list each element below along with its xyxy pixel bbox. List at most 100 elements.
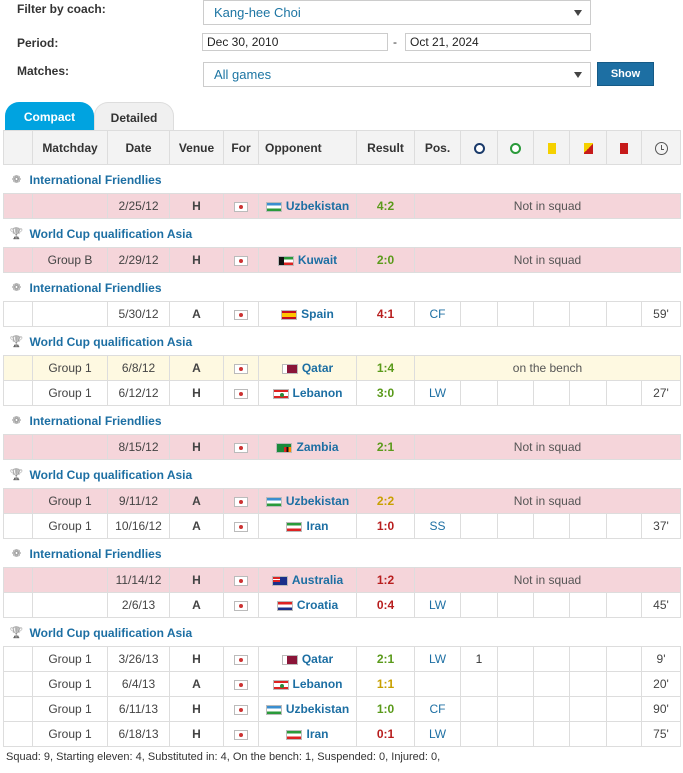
tab-detailed[interactable]: Detailed [94, 102, 174, 130]
competition-name[interactable]: World Cup qualification Asia [29, 625, 193, 640]
period-to-input[interactable]: Oct 21, 2024 [405, 33, 591, 51]
result-link[interactable]: 1:0 [376, 702, 395, 716]
red-cards-cell [606, 380, 642, 406]
show-button[interactable]: Show [597, 62, 654, 86]
date-cell[interactable]: 10/16/12 [107, 513, 170, 539]
match-row[interactable]: Group 1 9/11/12 A Uzbekistan 2:2 Not in squad [3, 488, 681, 514]
match-row[interactable]: 5/30/12 A Spain 4:1 CF 59' [3, 301, 681, 327]
result-link[interactable]: 1:2 [376, 573, 395, 587]
opponent-link[interactable]: Uzbekistan [285, 494, 350, 508]
assists-cell [497, 671, 534, 697]
opponent-link[interactable]: Croatia [296, 598, 339, 612]
matches-select[interactable]: All games [203, 62, 591, 87]
competition-name[interactable]: World Cup qualification Asia [29, 334, 193, 349]
result-link[interactable]: 4:2 [376, 199, 395, 213]
competition-name[interactable]: World Cup qualification Asia [29, 467, 193, 482]
opponent-link[interactable]: Zambia [296, 440, 339, 454]
date-cell[interactable]: 8/15/12 [107, 434, 170, 460]
match-row[interactable]: Group 1 6/4/13 A Lebanon 1:1 20' [3, 671, 681, 697]
competition-name[interactable]: International Friendlies [29, 546, 162, 561]
date-cell[interactable]: 6/8/12 [107, 355, 170, 381]
venue-cell: A [169, 355, 224, 381]
match-row[interactable]: 11/14/12 H Australia 1:2 Not in squad [3, 567, 681, 593]
header-yellow[interactable] [533, 130, 570, 165]
header-date[interactable]: Date [107, 130, 170, 165]
opponent-link[interactable]: Spain [301, 307, 334, 321]
date-cell[interactable]: 2/29/12 [107, 247, 170, 273]
date-cell[interactable]: 6/11/13 [107, 696, 170, 722]
match-row[interactable]: 2/25/12 H Uzbekistan 4:2 Not in squad [3, 193, 681, 219]
uzb-flag-icon [265, 496, 282, 507]
date-cell[interactable]: 6/12/12 [107, 380, 170, 406]
period-from-input[interactable]: Dec 30, 2010 [202, 33, 388, 51]
date-cell[interactable]: 9/11/12 [107, 488, 170, 514]
position-cell: LW [414, 646, 461, 672]
result-link[interactable]: 2:1 [376, 440, 395, 454]
date-cell[interactable]: 6/4/13 [107, 671, 170, 697]
date-cell[interactable]: 3/26/13 [107, 646, 170, 672]
tab-compact[interactable]: Compact [5, 102, 94, 130]
coach-select[interactable]: Kang-hee Choi [203, 0, 591, 25]
date-cell[interactable]: 5/30/12 [107, 301, 170, 327]
header-pos[interactable]: Pos. [414, 130, 461, 165]
match-row[interactable]: Group B 2/29/12 H Kuwait 2:0 Not in squad [3, 247, 681, 273]
south-korea-flag-icon [234, 729, 248, 740]
result-link[interactable]: 4:1 [376, 307, 395, 321]
header-venue[interactable]: Venue [169, 130, 224, 165]
result-link[interactable]: 0:4 [376, 598, 395, 612]
competition-name[interactable]: International Friendlies [29, 413, 162, 428]
competition-name[interactable]: International Friendlies [29, 280, 162, 295]
opponent-link[interactable]: Iran [306, 519, 329, 533]
header-minutes[interactable] [641, 130, 681, 165]
status-note: Not in squad [414, 567, 681, 593]
header-matchday[interactable]: Matchday [32, 130, 108, 165]
result-link[interactable]: 2:1 [376, 652, 395, 666]
opponent-link[interactable]: Australia [291, 573, 344, 587]
date-cell[interactable]: 2/25/12 [107, 193, 170, 219]
opponent-link[interactable]: Qatar [301, 652, 334, 666]
date-cell[interactable]: 2/6/13 [107, 592, 170, 618]
opponent-link[interactable]: Lebanon [292, 677, 343, 691]
goals-cell [460, 380, 498, 406]
match-row[interactable]: Group 1 3/26/13 H Qatar 2:1 LW 1 9' [3, 646, 681, 672]
opponent-link[interactable]: Lebanon [292, 386, 343, 400]
row-spacer [3, 301, 33, 327]
match-row[interactable]: 8/15/12 H Zambia 2:1 Not in squad [3, 434, 681, 460]
match-row[interactable]: 2/6/13 A Croatia 0:4 LW 45' [3, 592, 681, 618]
match-row[interactable]: Group 1 6/18/13 H Iran 0:1 LW 75' [3, 721, 681, 747]
yellow-cards-cell [533, 592, 570, 618]
match-row[interactable]: Group 1 6/8/12 A Qatar 1:4 on the bench [3, 355, 681, 381]
result-link[interactable]: 1:0 [376, 519, 395, 533]
result-link[interactable]: 2:0 [376, 253, 395, 267]
opponent-link[interactable]: Uzbekistan [285, 199, 350, 213]
header-goals[interactable] [460, 130, 498, 165]
yellow-card-icon [547, 142, 556, 154]
view-tabs: Compact Detailed [0, 102, 683, 130]
row-spacer [3, 646, 33, 672]
result-link[interactable]: 3:0 [376, 386, 395, 400]
opponent-link[interactable]: Qatar [301, 361, 334, 375]
opponent-link[interactable]: Iran [306, 727, 329, 741]
competition-name[interactable]: World Cup qualification Asia [29, 226, 193, 241]
match-row[interactable]: Group 1 6/11/13 H Uzbekistan 1:0 CF 90' [3, 696, 681, 722]
for-cell [223, 696, 259, 722]
competition-name[interactable]: International Friendlies [29, 172, 162, 187]
result-link[interactable]: 1:1 [376, 677, 395, 691]
date-cell[interactable]: 11/14/12 [107, 567, 170, 593]
opponent-link[interactable]: Uzbekistan [285, 702, 350, 716]
opponent-link[interactable]: Kuwait [297, 253, 338, 267]
header-assists[interactable] [497, 130, 534, 165]
header-red[interactable] [606, 130, 642, 165]
match-row[interactable]: Group 1 6/12/12 H Lebanon 3:0 LW 27' [3, 380, 681, 406]
result-link[interactable]: 2:2 [376, 494, 395, 508]
header-opponent[interactable]: Opponent [258, 130, 357, 165]
header-for[interactable]: For [223, 130, 259, 165]
header-result[interactable]: Result [356, 130, 415, 165]
south-korea-flag-icon [234, 654, 248, 665]
result-link[interactable]: 0:1 [376, 727, 395, 741]
result-link[interactable]: 1:4 [376, 361, 395, 375]
match-row[interactable]: Group 1 10/16/12 A Iran 1:0 SS 37' [3, 513, 681, 539]
date-cell[interactable]: 6/18/13 [107, 721, 170, 747]
header-yellow-red[interactable] [569, 130, 607, 165]
period-separator: - [393, 35, 397, 49]
